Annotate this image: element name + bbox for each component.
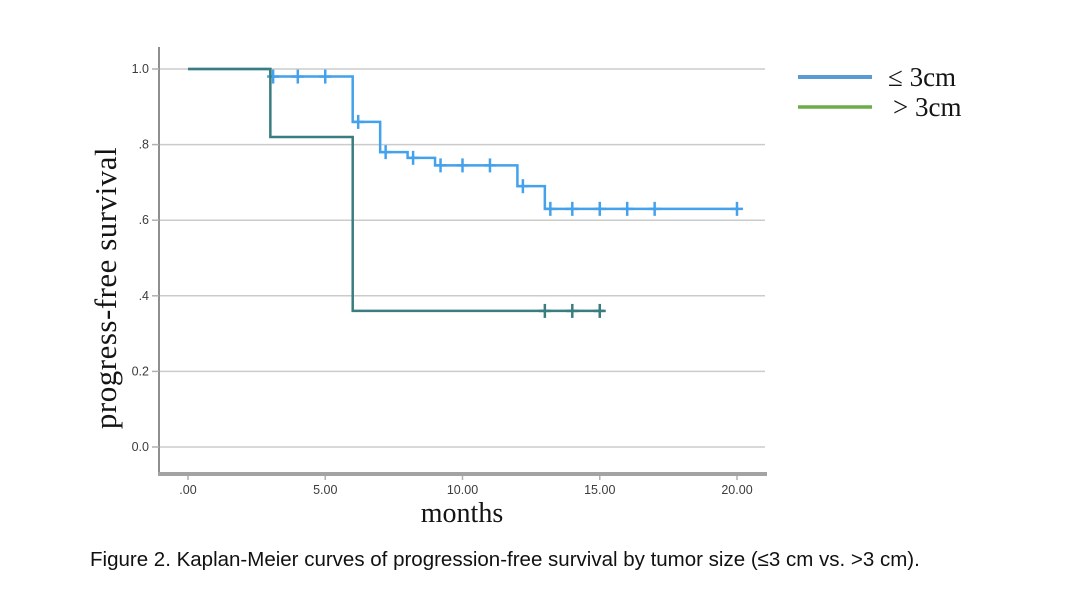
survival-curve-gt3cm [188,67,604,313]
legend: ≤ 3cm > 3cm [798,62,961,122]
x-tick-label: 20.00 [721,483,752,497]
series-layer [188,67,743,318]
y-tick-label: .6 [139,213,149,227]
y-tick-label: .8 [139,138,149,152]
km-chart: 0.0 0.2 .4 .6 .8 1.0 .00 5.00 10.00 15.00 20.00 mo… [88,47,961,529]
legend-label-le3cm: ≤ 3cm [888,62,956,92]
y-tick-label: 1.0 [132,62,149,76]
tick-label-layer: 0.0 0.2 .4 .6 .8 1.0 .00 5.00 10.00 15.00 20.00 [132,62,753,497]
y-tick-label: 0.2 [132,364,149,378]
survival-curve-le3cm [188,67,737,211]
x-tick-label: 15.00 [584,483,615,497]
y-tick-label: .4 [139,289,149,303]
x-tick-label: .00 [179,483,196,497]
grid-layer [159,68,765,448]
y-tick-label: 0.0 [132,440,149,454]
y-axis-title: progress-free survival [88,147,123,429]
x-tick-label: 10.00 [447,483,478,497]
x-axis-title: months [421,498,503,529]
legend-label-gt3cm: > 3cm [893,92,961,122]
x-tick-label: 5.00 [313,483,337,497]
figure-caption: Figure 2. Kaplan-Meier curves of progres… [90,548,920,571]
axis-layer [152,47,767,480]
